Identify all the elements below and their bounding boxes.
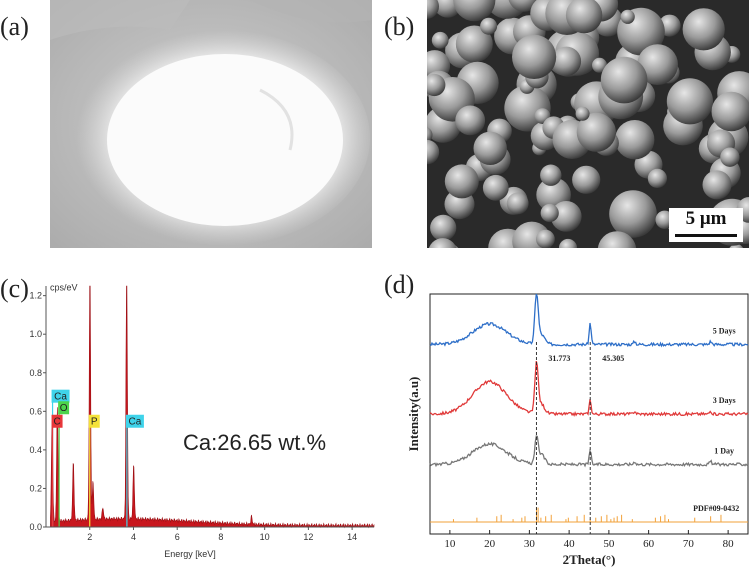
sem-particle (600, 56, 648, 104)
xrd-x-tick-label: 80 (723, 538, 735, 550)
eds-y-tick-label: 1.2 (29, 291, 42, 301)
xrd-series-line (429, 360, 749, 417)
eds-y-tick-label: 0.8 (29, 368, 42, 378)
eds-y-tick-label: 1.0 (29, 329, 42, 339)
eds-element-tag (125, 414, 144, 428)
sem-graphic (427, 0, 749, 248)
panel-c-label: (c) (0, 274, 29, 303)
scale-bar-line (675, 234, 737, 237)
sem-particle (427, 127, 433, 143)
eds-y-tick-label: 0.2 (29, 483, 42, 493)
panel-b-label: (b) (384, 12, 415, 41)
sem-particle (666, 78, 713, 125)
xrd-series-label: 3 Days (713, 396, 736, 405)
eds-ca-annotation: Ca:26.65 wt.% (183, 430, 326, 455)
sem-particle (565, 0, 603, 34)
eds-y-tick-label: 0.0 (29, 522, 42, 532)
xrd-x-tick-label: 70 (683, 538, 695, 550)
xrd-x-tick-label: 20 (484, 538, 496, 550)
eds-x-tick-label: 12 (303, 532, 313, 542)
eds-spectrum-area (50, 285, 375, 529)
sem-particle (444, 164, 479, 199)
xrd-x-tick-label: 30 (524, 538, 536, 550)
xrd-y-axis-label: Intensity(a.u) (406, 377, 421, 452)
eds-element-tag (51, 389, 70, 403)
xrd-peak-label: 45.305 (602, 354, 624, 363)
sem-particle (597, 231, 637, 248)
eds-x-tick-label: 6 (175, 532, 180, 542)
sem-particle (428, 238, 457, 248)
sem-particle (720, 147, 740, 167)
eds-x-tick-label: 8 (218, 532, 223, 542)
xrd-x-axis-label: 2Theta(°) (563, 552, 616, 567)
sem-particle (480, 17, 498, 35)
xrd-series-label: PDF#09-0432 (693, 504, 739, 513)
eds-spectrum-chart: 0.0 0.2 0.4 0.6 0.8 1.0 1.2 2 4 6 8 10 12 14 cps/eV Ene… (29, 282, 375, 559)
sem-particle (682, 8, 725, 51)
eds-x-tick-label: 14 (347, 532, 357, 542)
eds-element-tag-label: P (91, 417, 98, 428)
xrd-series-label: 1 Day (714, 447, 734, 456)
xrd-series-label: 5 Days (713, 327, 736, 336)
sem-particle (536, 229, 555, 248)
xrd-x-tick-label: 10 (444, 538, 456, 550)
xrd-x-tick-label: 60 (643, 538, 655, 550)
eds-element-tag (58, 401, 70, 415)
eds-element-tag (51, 414, 63, 428)
sem-particle (576, 112, 616, 152)
eds-element-tag (88, 414, 100, 428)
sem-particle (637, 44, 678, 85)
sem-particle (711, 91, 749, 132)
eds-x-tick-label: 10 (260, 532, 270, 542)
scale-bar-label: 5 μm (685, 208, 727, 229)
eds-y-axis-label: cps/eV (50, 282, 78, 292)
sem-particle (427, 139, 440, 165)
panel-a-label: (a) (0, 12, 29, 41)
sem-particle (558, 238, 578, 248)
sem-particle (620, 9, 635, 24)
eds-element-tag-label: C (53, 417, 60, 428)
eds-x-axis-label: Energy [keV] (164, 549, 216, 559)
eds-y-tick-label: 0.4 (29, 445, 42, 455)
xrd-x-tick-label: 40 (564, 538, 576, 550)
sem-particle (473, 131, 507, 165)
eds-element-tag-label: Ca (54, 392, 67, 403)
xrd-series-line (429, 435, 749, 468)
sem-particle (592, 57, 607, 73)
sem-particle (540, 164, 562, 186)
eds-x-tick-label: 4 (131, 532, 136, 542)
eds-y-tick-label: 0.6 (29, 406, 42, 416)
sample-photo-graphic (50, 0, 372, 248)
sem-particle (506, 192, 529, 215)
xrd-x-tick-label: 50 (603, 538, 615, 550)
sem-particle (453, 0, 496, 22)
panel-d-label: (d) (384, 270, 415, 299)
sem-particle (512, 34, 557, 79)
xrd-series-line (429, 293, 749, 348)
sem-particle (455, 105, 486, 136)
sem-particle (540, 203, 559, 223)
scale-bar: 5 μm (669, 208, 743, 242)
sem-particle (702, 170, 732, 200)
eds-x-tick-label: 2 (87, 532, 92, 542)
sem-particle (550, 201, 582, 232)
sample-photo (50, 0, 372, 248)
sem-particle (609, 190, 657, 238)
sem-particle (575, 106, 590, 121)
sem-particle (551, 46, 582, 76)
sem-particle (455, 25, 493, 63)
eds-element-tag-label: Ca (129, 417, 142, 428)
xrd-pattern-chart: 5 Days 3 Days 1 Day PDF#09-0432 31.773 45.305… (406, 293, 749, 567)
sem-particle (482, 174, 509, 201)
sem-particle (647, 168, 667, 188)
sem-particle (615, 120, 655, 160)
sem-particle (427, 0, 439, 19)
sem-image: 5 μm (427, 0, 749, 248)
sem-particle (431, 31, 449, 49)
sem-particle (427, 73, 446, 97)
eds-element-tag-label: O (60, 403, 68, 414)
sem-particle (430, 214, 457, 241)
sem-particle (572, 165, 601, 194)
xrd-peak-label: 31.773 (548, 354, 570, 363)
